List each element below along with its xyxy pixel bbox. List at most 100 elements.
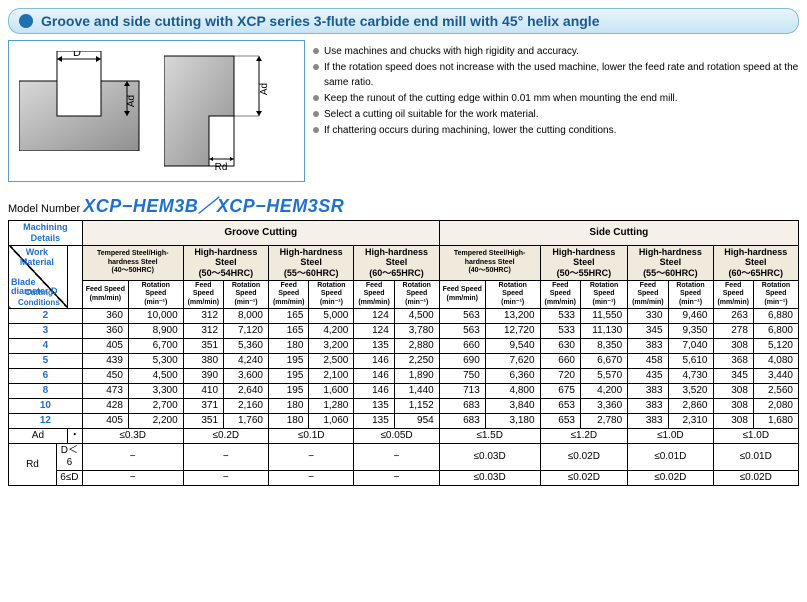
value-cell: 1,600 (309, 384, 354, 399)
value-cell: 439 (82, 354, 128, 369)
value-cell: 3,440 (753, 369, 798, 384)
rd-val: ≤0.02D (540, 471, 628, 486)
value-cell: 3,520 (668, 384, 713, 399)
value-cell: 450 (82, 369, 128, 384)
note-text: Select a cutting oil suitable for the wo… (324, 107, 539, 122)
value-cell: 383 (628, 414, 668, 429)
value-cell: 180 (269, 339, 309, 354)
col-unit: Rotation Speed (min⁻¹) (309, 280, 354, 308)
value-cell: 308 (713, 399, 753, 414)
value-cell: 653 (540, 399, 580, 414)
bullet-icon (313, 127, 319, 133)
top-section: D Ad Ad Rd Use machines and chucks with … (8, 40, 799, 182)
value-cell: 9,350 (668, 324, 713, 339)
col-unit: Rotation Speed (min⁻¹) (128, 280, 183, 308)
value-cell: 312 (183, 309, 223, 324)
value-cell: 6,880 (753, 309, 798, 324)
value-cell: 1,890 (394, 369, 439, 384)
rd-val: ≤0.03D (439, 444, 540, 471)
value-cell: 4,080 (753, 354, 798, 369)
side-diagram: Ad Rd (164, 51, 294, 171)
value-cell: 8,350 (580, 339, 627, 354)
value-cell: 2,160 (224, 399, 269, 414)
value-cell: 11,130 (580, 324, 627, 339)
bullet-icon (313, 48, 319, 54)
mat-g0: Tempered Steel/High-hardness Steel (40～5… (82, 245, 183, 280)
value-cell: 6,360 (485, 369, 540, 384)
mat-g1: High-hardness Steel (50～54HRC) (183, 245, 268, 280)
mat-g3: High-hardness Steel (60～65HRC) (354, 245, 439, 280)
rd-cond: D＜6 (56, 444, 82, 471)
value-cell: 345 (628, 324, 668, 339)
value-cell: 6,800 (753, 324, 798, 339)
value-cell: 3,200 (309, 339, 354, 354)
bullet-icon (19, 14, 33, 28)
value-cell: 3,300 (128, 384, 183, 399)
col-unit: Feed Speed (mm/min) (82, 280, 128, 308)
value-cell: 360 (82, 324, 128, 339)
value-cell: 351 (183, 339, 223, 354)
note-text: Keep the runout of the cutting edge with… (324, 91, 678, 106)
value-cell: 4,500 (128, 369, 183, 384)
value-cell: 2,560 (753, 384, 798, 399)
value-cell: 2,250 (394, 354, 439, 369)
value-cell: 4,200 (580, 384, 627, 399)
col-unit: Feed Speed (mm/min) (439, 280, 485, 308)
col-unit: Feed Speed (mm/min) (628, 280, 668, 308)
diameter-cell: 10 (9, 399, 83, 414)
value-cell: 390 (183, 369, 223, 384)
value-cell: 383 (628, 339, 668, 354)
value-cell: 308 (713, 339, 753, 354)
value-cell: 1,280 (309, 399, 354, 414)
value-cell: 195 (269, 384, 309, 399)
label-D: D (73, 51, 81, 59)
value-cell: 5,120 (753, 339, 798, 354)
rd-val: − (82, 444, 183, 471)
notes-list: Use machines and chucks with high rigidi… (313, 40, 799, 182)
hdr-groove: Groove Cutting (82, 221, 439, 246)
ad-val: ≤0.1D (269, 429, 354, 444)
value-cell: 146 (354, 354, 394, 369)
value-cell: 533 (540, 324, 580, 339)
value-cell: 5,360 (224, 339, 269, 354)
value-cell: 180 (269, 414, 309, 429)
col-unit: Feed Speed (mm/min) (183, 280, 223, 308)
value-cell: 11,550 (580, 309, 627, 324)
rd-val: − (183, 471, 268, 486)
value-cell: 180 (269, 399, 309, 414)
value-cell: 9,460 (668, 309, 713, 324)
col-unit: Rotation Speed (min⁻¹) (485, 280, 540, 308)
value-cell: 8,000 (224, 309, 269, 324)
value-cell: 9,540 (485, 339, 540, 354)
col-unit: Rotation Speed (min⁻¹) (580, 280, 627, 308)
col-unit: Feed Speed (mm/min) (713, 280, 753, 308)
col-unit: Rotation Speed (min⁻¹) (394, 280, 439, 308)
value-cell: 405 (82, 339, 128, 354)
value-cell: 1,440 (394, 384, 439, 399)
ad-val: ≤0.3D (82, 429, 183, 444)
value-cell: 263 (713, 309, 753, 324)
value-cell: 2,640 (224, 384, 269, 399)
value-cell: 278 (713, 324, 753, 339)
diameter-cell: 6 (9, 369, 83, 384)
value-cell: 383 (628, 384, 668, 399)
value-cell: 2,100 (309, 369, 354, 384)
rd-val: ≤0.01D (628, 444, 713, 471)
value-cell: 2,880 (394, 339, 439, 354)
rd-val: ≤0.02D (713, 471, 799, 486)
value-cell: 13,200 (485, 309, 540, 324)
value-cell: 653 (540, 414, 580, 429)
cutting-table: Machining Details Groove Cutting Side Cu… (8, 220, 799, 486)
value-cell: 135 (354, 399, 394, 414)
rd-val: − (269, 471, 354, 486)
hdr-machining: Machining Details (9, 221, 83, 246)
diameter-cell: 2 (9, 309, 83, 324)
col-unit: Feed Speed (mm/min) (540, 280, 580, 308)
note-text: If the rotation speed does not increase … (324, 60, 799, 90)
value-cell: 630 (540, 339, 580, 354)
value-cell: 563 (439, 324, 485, 339)
rd-label: Rd (9, 444, 57, 486)
corner-cell: Work Material Cutting Conditions Blade d… (9, 245, 68, 309)
value-cell: 135 (354, 339, 394, 354)
value-cell: 683 (439, 399, 485, 414)
